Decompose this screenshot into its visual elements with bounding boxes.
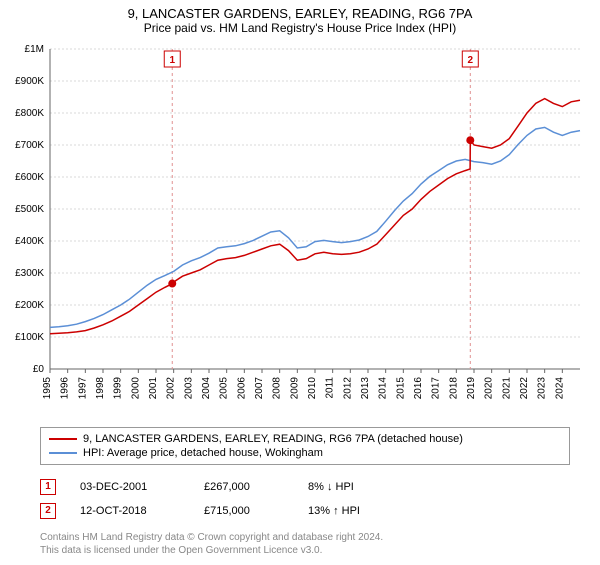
svg-text:2009: 2009 bbox=[289, 377, 300, 400]
legend-item-1: 9, LANCASTER GARDENS, EARLEY, READING, R… bbox=[49, 432, 561, 446]
legend-item-2: HPI: Average price, detached house, Woki… bbox=[49, 446, 561, 460]
svg-text:1: 1 bbox=[169, 55, 175, 66]
svg-text:2005: 2005 bbox=[219, 377, 230, 400]
svg-text:2018: 2018 bbox=[448, 377, 459, 400]
svg-text:2004: 2004 bbox=[201, 377, 212, 400]
svg-text:2022: 2022 bbox=[519, 377, 530, 400]
footer-line-2: This data is licensed under the Open Gov… bbox=[40, 544, 570, 557]
transaction-date-2: 12-OCT-2018 bbox=[80, 505, 180, 517]
svg-text:2003: 2003 bbox=[183, 377, 194, 400]
svg-text:2008: 2008 bbox=[272, 377, 283, 400]
transaction-marker-1: 1 bbox=[40, 479, 56, 495]
svg-text:£700K: £700K bbox=[15, 140, 44, 151]
svg-text:£600K: £600K bbox=[15, 172, 44, 183]
svg-text:£100K: £100K bbox=[15, 332, 44, 343]
svg-text:1997: 1997 bbox=[77, 377, 88, 400]
svg-text:2020: 2020 bbox=[484, 377, 495, 400]
svg-text:1995: 1995 bbox=[42, 377, 53, 400]
svg-text:1996: 1996 bbox=[60, 377, 71, 400]
legend-swatch-2 bbox=[49, 452, 77, 454]
svg-text:2006: 2006 bbox=[236, 377, 247, 400]
chart-subtitle: Price paid vs. HM Land Registry's House … bbox=[0, 21, 600, 39]
svg-text:2013: 2013 bbox=[360, 377, 371, 400]
transaction-row-1: 1 03-DEC-2001 £267,000 8% ↓ HPI bbox=[40, 475, 570, 499]
svg-text:2007: 2007 bbox=[254, 377, 265, 400]
svg-text:£0: £0 bbox=[33, 364, 45, 375]
svg-text:1999: 1999 bbox=[113, 377, 124, 400]
transaction-price-1: £267,000 bbox=[204, 481, 284, 493]
transaction-delta-1: 8% ↓ HPI bbox=[308, 481, 408, 493]
transaction-date-1: 03-DEC-2001 bbox=[80, 481, 180, 493]
svg-text:2014: 2014 bbox=[378, 377, 389, 400]
svg-text:2002: 2002 bbox=[166, 377, 177, 400]
svg-text:2023: 2023 bbox=[537, 377, 548, 400]
svg-text:2017: 2017 bbox=[431, 377, 442, 400]
svg-text:£400K: £400K bbox=[15, 236, 44, 247]
transaction-price-2: £715,000 bbox=[204, 505, 284, 517]
transactions-table: 1 03-DEC-2001 £267,000 8% ↓ HPI 2 12-OCT… bbox=[40, 475, 570, 523]
footer-line-1: Contains HM Land Registry data © Crown c… bbox=[40, 531, 570, 544]
svg-text:2016: 2016 bbox=[413, 377, 424, 400]
svg-text:£300K: £300K bbox=[15, 268, 44, 279]
transaction-row-2: 2 12-OCT-2018 £715,000 13% ↑ HPI bbox=[40, 499, 570, 523]
chart-title: 9, LANCASTER GARDENS, EARLEY, READING, R… bbox=[0, 0, 600, 21]
svg-text:2012: 2012 bbox=[342, 377, 353, 400]
svg-text:£1M: £1M bbox=[25, 44, 44, 55]
legend-swatch-1 bbox=[49, 438, 77, 440]
svg-text:2019: 2019 bbox=[466, 377, 477, 400]
svg-text:1998: 1998 bbox=[95, 377, 106, 400]
svg-text:2015: 2015 bbox=[395, 377, 406, 400]
legend-label-1: 9, LANCASTER GARDENS, EARLEY, READING, R… bbox=[83, 433, 463, 445]
svg-text:2021: 2021 bbox=[501, 377, 512, 400]
svg-text:2011: 2011 bbox=[325, 377, 336, 399]
transaction-marker-2: 2 bbox=[40, 503, 56, 519]
svg-text:2010: 2010 bbox=[307, 377, 318, 400]
svg-text:2024: 2024 bbox=[554, 377, 565, 400]
svg-text:£800K: £800K bbox=[15, 108, 44, 119]
svg-text:£500K: £500K bbox=[15, 204, 44, 215]
svg-text:2000: 2000 bbox=[130, 377, 141, 400]
chart-area: £0 £100K £200K £300K £400K £500K £600K £700K £80… bbox=[0, 39, 600, 419]
svg-text:£200K: £200K bbox=[15, 300, 44, 311]
legend-label-2: HPI: Average price, detached house, Woki… bbox=[83, 447, 323, 459]
legend: 9, LANCASTER GARDENS, EARLEY, READING, R… bbox=[40, 427, 570, 465]
svg-text:£900K: £900K bbox=[15, 76, 44, 87]
svg-text:2001: 2001 bbox=[148, 377, 159, 400]
transaction-delta-2: 13% ↑ HPI bbox=[308, 505, 408, 517]
svg-text:2: 2 bbox=[468, 55, 474, 66]
